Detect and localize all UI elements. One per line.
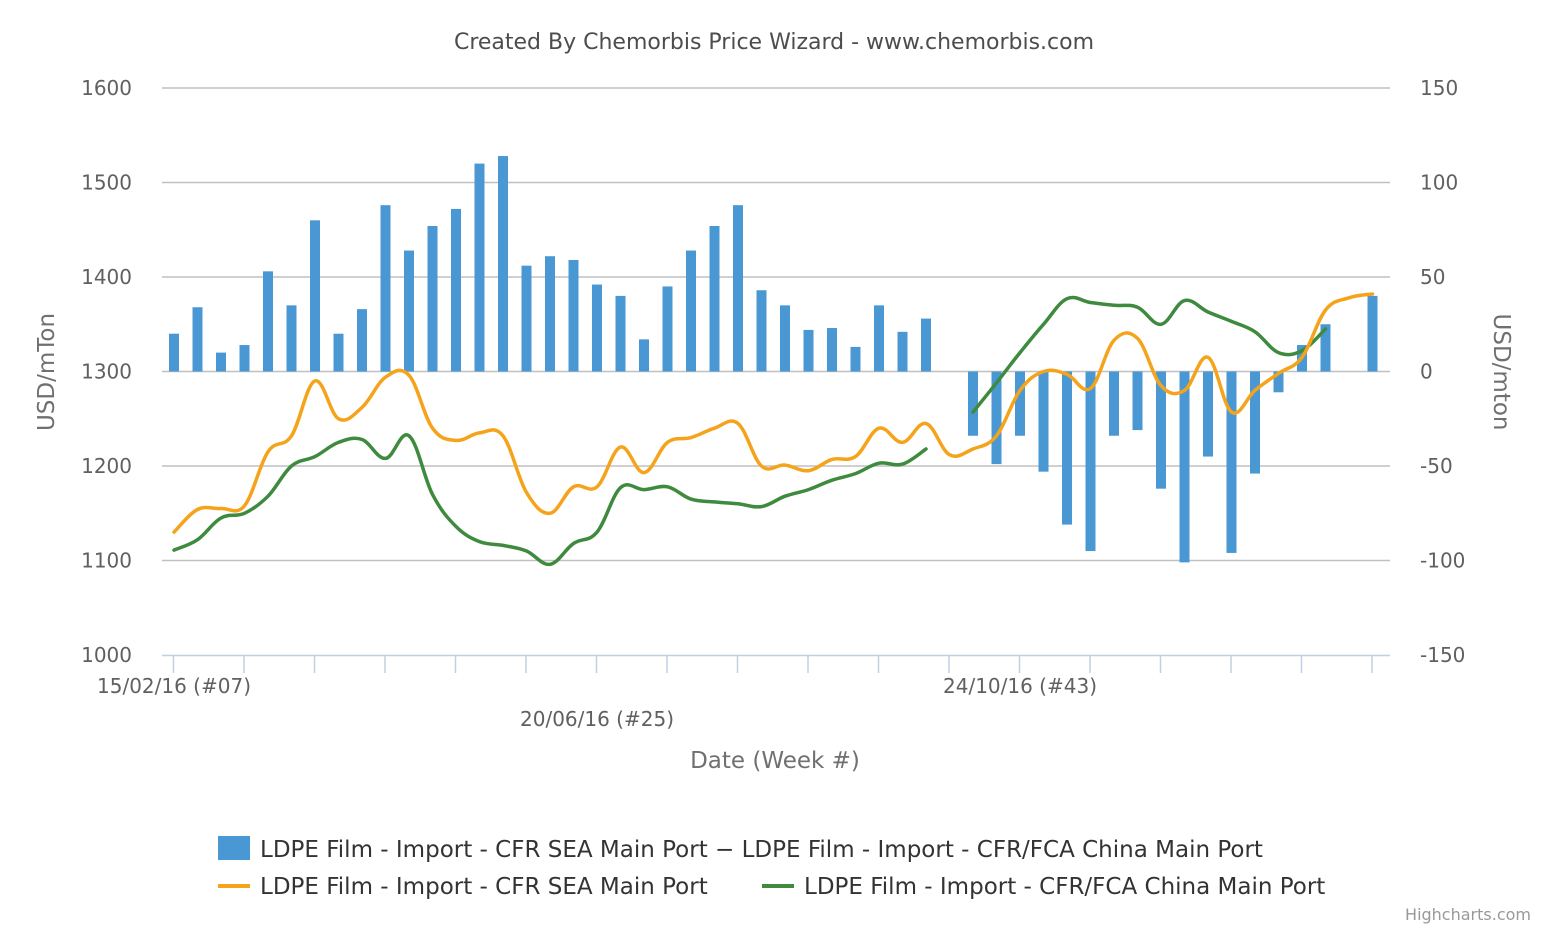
y-left-tick-label: 1000 — [81, 643, 132, 667]
y-left-tick-label: 1400 — [81, 265, 132, 289]
line-china — [172, 295, 1328, 567]
bar — [192, 307, 203, 372]
bar — [709, 225, 720, 372]
credits-link[interactable]: Highcharts.com — [1405, 905, 1531, 924]
bar — [568, 259, 579, 372]
legend-swatch-bar — [218, 836, 250, 860]
bar — [803, 329, 814, 372]
legend-label-bar: LDPE Film - Import - CFR SEA Main Port −… — [260, 837, 1263, 863]
bar — [968, 371, 978, 436]
y-right-tick-label: 0 — [1420, 360, 1433, 384]
x-tick-label: 15/02/16 (#07) — [97, 674, 251, 698]
bar-series — [169, 156, 1378, 563]
bar — [357, 309, 367, 372]
bar — [1156, 371, 1166, 489]
y-axis-right: 150 100 50 0 -50 -100 -150 — [1420, 76, 1465, 667]
y-left-tick-label: 1200 — [81, 454, 132, 478]
legend-label-china: LDPE Film - Import - CFR/FCA China Main … — [804, 874, 1325, 900]
bar — [615, 295, 626, 372]
bar — [333, 333, 344, 372]
bar — [1132, 371, 1143, 431]
gridlines — [162, 87, 1390, 562]
bar — [380, 205, 391, 372]
bar — [850, 346, 861, 372]
y-left-tick-label: 1500 — [81, 171, 132, 195]
bar — [780, 305, 790, 372]
bar — [639, 339, 649, 372]
y-left-tick-label: 1300 — [81, 360, 132, 384]
bar — [733, 205, 743, 372]
bar — [874, 305, 884, 372]
bar — [1367, 295, 1378, 372]
bar — [1109, 371, 1119, 436]
y-right-tick-label: -50 — [1420, 454, 1453, 478]
bar — [263, 271, 273, 372]
bar — [686, 250, 696, 372]
y-right-tick-label: 100 — [1420, 171, 1458, 195]
bar — [427, 225, 438, 372]
legend-item-china[interactable]: LDPE Film - Import - CFR/FCA China Main … — [762, 874, 1325, 900]
bar — [1085, 371, 1096, 552]
bar — [1062, 371, 1072, 525]
bar — [921, 318, 931, 372]
bar — [498, 156, 508, 372]
bar — [310, 220, 320, 372]
bar — [1203, 371, 1213, 457]
bar — [1015, 371, 1025, 436]
x-axis-title: Date (Week #) — [690, 748, 860, 774]
y-right-tick-label: -100 — [1420, 549, 1465, 573]
bar — [545, 256, 555, 372]
bar — [1320, 324, 1331, 372]
x-axis: 15/02/16 (#07) 20/06/16 (#25) 24/10/16 (#4… — [97, 654, 1390, 731]
y-axis-left: 1600 1500 1400 1300 1200 1100 1000 — [81, 76, 132, 667]
line-sea — [172, 292, 1375, 534]
bar — [756, 290, 767, 372]
y-axis-right-title: USD/mton — [1488, 314, 1514, 431]
legend-item-sea[interactable]: LDPE Film - Import - CFR SEA Main Port — [218, 874, 708, 900]
x-tick-label: 24/10/16 (#43) — [943, 674, 1097, 698]
bar — [1038, 371, 1049, 472]
bar — [1273, 371, 1284, 393]
bar — [451, 208, 461, 372]
bar — [286, 305, 297, 372]
y-left-tick-label: 1100 — [81, 549, 132, 573]
bar — [404, 250, 414, 372]
bar — [169, 333, 179, 372]
bar — [897, 331, 908, 372]
legend-label-sea: LDPE Film - Import - CFR SEA Main Port — [260, 874, 708, 900]
bar — [1250, 371, 1260, 474]
bar — [521, 265, 532, 372]
y-axis-left-title: USD/mTon — [34, 313, 60, 431]
bar — [991, 371, 1002, 465]
bar — [1179, 371, 1190, 563]
bar — [662, 286, 673, 372]
bar — [216, 352, 226, 372]
y-right-tick-label: 150 — [1420, 76, 1458, 100]
bar — [827, 328, 837, 372]
bar — [239, 345, 250, 372]
y-right-tick-label: -150 — [1420, 643, 1465, 667]
legend-item-bar[interactable]: LDPE Film - Import - CFR SEA Main Port −… — [218, 836, 1263, 863]
chart-title: Created By Chemorbis Price Wizard - www.… — [454, 30, 1094, 55]
bar — [592, 284, 602, 372]
bar — [474, 163, 485, 372]
y-right-tick-label: 50 — [1420, 265, 1445, 289]
y-left-tick-label: 1600 — [81, 76, 132, 100]
bar — [1226, 371, 1237, 553]
x-tick-label: 20/06/16 (#25) — [520, 707, 674, 731]
line-series — [172, 292, 1375, 567]
legend: LDPE Film - Import - CFR SEA Main Port −… — [218, 836, 1325, 900]
